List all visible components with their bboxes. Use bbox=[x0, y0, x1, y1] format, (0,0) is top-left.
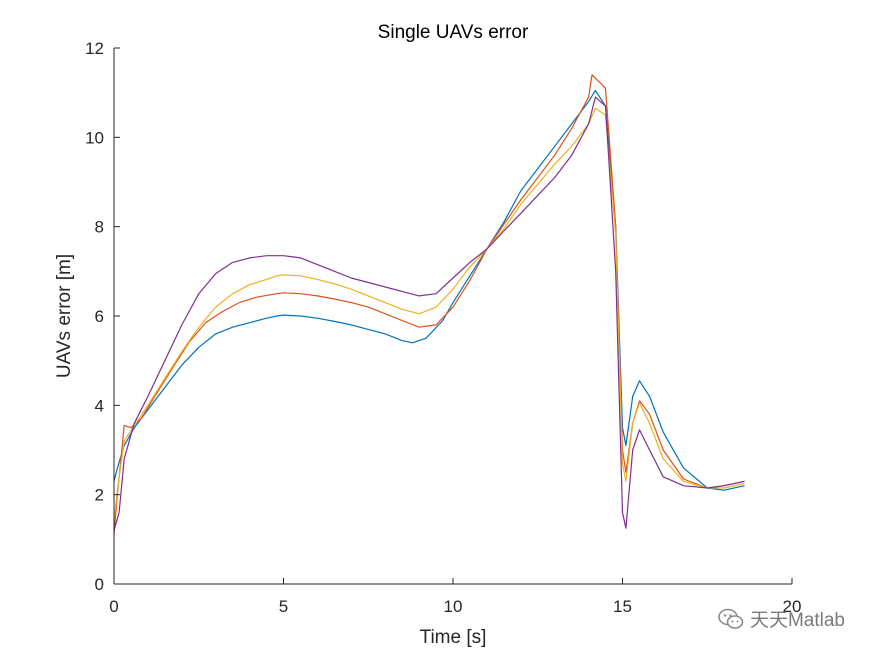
watermark: 天天Matlab bbox=[718, 605, 845, 632]
plot-background bbox=[114, 48, 792, 584]
y-tick-label: 12 bbox=[85, 39, 104, 58]
series-line-4 bbox=[113, 96, 745, 531]
y-axis-label: UAVs error [m] bbox=[54, 254, 75, 378]
series-line-1 bbox=[113, 89, 745, 491]
chart-title: Single UAVs error bbox=[378, 22, 529, 43]
x-tick-label: 10 bbox=[444, 597, 463, 616]
y-tick-label: 10 bbox=[85, 128, 104, 147]
y-ticks: 0 2 4 6 8 10 12 bbox=[85, 39, 120, 594]
x-tick-label: 20 bbox=[783, 597, 802, 616]
series-layer bbox=[113, 74, 745, 535]
y-tick-label: 0 bbox=[95, 575, 104, 594]
x-axis-label: Time [s] bbox=[420, 627, 487, 648]
y-tick-label: 2 bbox=[95, 486, 104, 505]
x-tick-label: 5 bbox=[279, 597, 288, 616]
x-ticks: 0 5 10 15 20 bbox=[109, 578, 801, 616]
x-tick-label: 15 bbox=[613, 597, 632, 616]
x-tick-label: 0 bbox=[109, 597, 118, 616]
series-line-3 bbox=[113, 107, 745, 522]
watermark-text: 天天Matlab bbox=[749, 610, 845, 631]
wechat-icon bbox=[718, 608, 744, 629]
y-tick-label: 4 bbox=[95, 396, 104, 415]
y-tick-label: 6 bbox=[95, 307, 104, 326]
y-tick-label: 8 bbox=[95, 218, 104, 237]
